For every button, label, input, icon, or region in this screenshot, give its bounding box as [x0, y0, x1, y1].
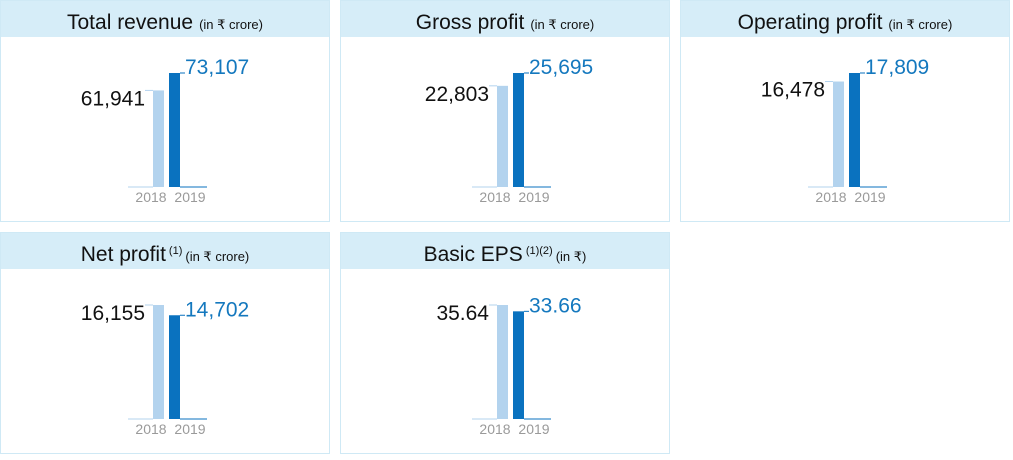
- chart-header: Basic EPS (1)(2) (in ₹): [341, 233, 669, 269]
- bar-2019: [513, 73, 524, 187]
- bar-2019: [849, 73, 860, 187]
- value-label-2018: 16,478: [761, 79, 825, 102]
- category-label-2019: 2019: [518, 421, 549, 437]
- bar-2019: [169, 73, 180, 187]
- value-label-2018: 61,941: [81, 87, 145, 110]
- category-label-2019: 2019: [174, 189, 205, 205]
- category-label-2019: 2019: [518, 189, 549, 205]
- chart-plot: 16,155 14,702 2018 2019: [81, 298, 249, 437]
- value-label-2018: 16,155: [81, 302, 145, 325]
- value-label-2019: 73,107: [185, 56, 249, 79]
- value-label-2019: 14,702: [185, 298, 249, 321]
- bar-2018: [497, 305, 508, 419]
- bar-2019: [169, 315, 180, 419]
- value-label-2019: 17,809: [865, 56, 929, 79]
- category-label-2018: 2018: [135, 189, 166, 205]
- chart-title: Basic EPS: [423, 243, 523, 266]
- total-revenue-chart: Total revenue (in ₹ crore) 61,941 73,107 20…: [0, 0, 330, 222]
- chart-plot: 16,478 17,809 2018 2019: [761, 56, 929, 205]
- category-label-2018: 2018: [479, 189, 510, 205]
- chart-header: Operating profit (in ₹ crore): [681, 1, 1009, 37]
- chart-title: Total revenue: [67, 11, 194, 34]
- chart-header: Total revenue (in ₹ crore): [1, 1, 329, 37]
- chart-title: Net profit: [80, 243, 166, 266]
- chart-title: Gross profit: [415, 11, 525, 34]
- value-label-2019: 25,695: [529, 56, 593, 79]
- chart-header: Net profit (1) (in ₹ crore): [1, 233, 329, 269]
- chart-title-superscript: (1): [168, 245, 183, 257]
- value-label-2018: 35.64: [436, 302, 489, 325]
- chart-unit: (in ₹ crore): [185, 249, 250, 264]
- category-label-2018: 2018: [815, 189, 846, 205]
- net-profit-chart: Net profit (1) (in ₹ crore) 16,155 14,702 20…: [0, 232, 330, 454]
- chart-title-superscript: (1)(2): [525, 245, 553, 257]
- chart-header: Gross profit (in ₹ crore): [341, 1, 669, 37]
- bar-2018: [153, 90, 164, 187]
- operating-profit-chart: Operating profit (in ₹ crore) 16,478 17,80…: [680, 0, 1010, 222]
- chart-plot: 61,941 73,107 2018 2019: [81, 56, 249, 205]
- category-label-2018: 2018: [479, 421, 510, 437]
- category-label-2019: 2019: [854, 189, 885, 205]
- category-label-2019: 2019: [174, 421, 205, 437]
- chart-unit: (in ₹ crore): [199, 17, 263, 32]
- chart-plot: 35.64 33.66 2018 2019: [436, 294, 582, 437]
- bar-2019: [513, 311, 524, 419]
- gross-profit-chart: Gross profit (in ₹ crore) 22,803 25,695 201…: [340, 0, 670, 222]
- value-label-2019: 33.66: [529, 294, 582, 317]
- basic-eps-chart: Basic EPS (1)(2) (in ₹) 35.64 33.66 2018 2019: [340, 232, 670, 454]
- chart-unit: (in ₹ crore): [530, 17, 595, 32]
- chart-unit: (in ₹): [555, 249, 587, 264]
- chart-plot: 22,803 25,695 2018 2019: [425, 56, 593, 205]
- chart-title: Operating profit: [737, 11, 883, 34]
- bar-2018: [833, 81, 844, 187]
- value-label-2018: 22,803: [425, 83, 489, 106]
- bar-2018: [153, 305, 164, 419]
- category-label-2018: 2018: [135, 421, 166, 437]
- bar-2018: [497, 85, 508, 187]
- chart-unit: (in ₹ crore): [888, 17, 953, 32]
